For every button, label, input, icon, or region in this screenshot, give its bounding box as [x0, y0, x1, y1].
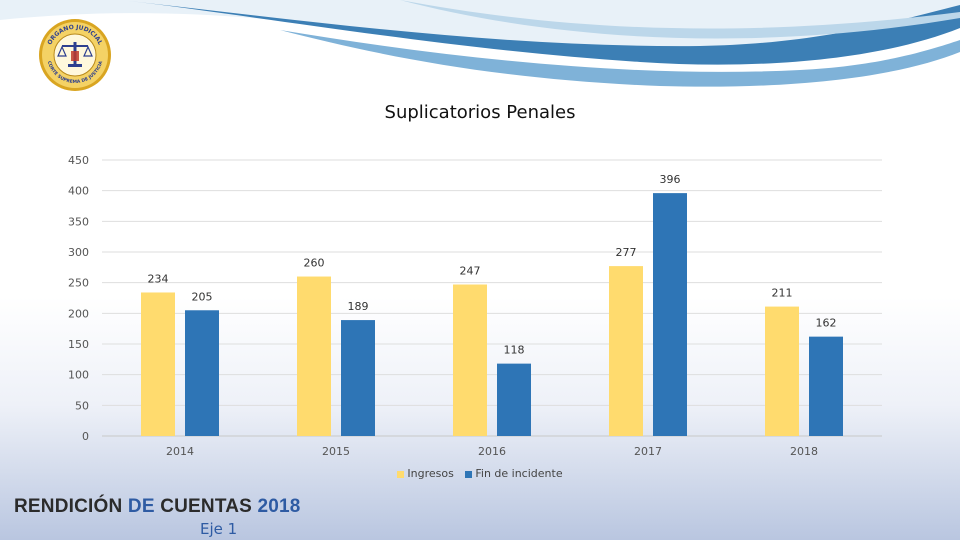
data-label-fin-de-incidente-2018: 162	[816, 317, 837, 330]
chart-title: Suplicatorios Penales	[384, 102, 576, 123]
legend-label-fin-de-incidente: Fin de incidente	[475, 467, 563, 480]
data-label-ingresos-2017: 277	[616, 246, 637, 259]
data-label-ingresos-2014: 234	[148, 272, 169, 285]
bar-ingresos-2016	[453, 284, 487, 436]
data-label-ingresos-2018: 211	[772, 287, 793, 300]
organo-judicial-seal: ORGANO JUDICIAL CORTE SUPREMA DE JUSTICI…	[39, 19, 111, 91]
chart-legend: Ingresos Fin de incidente	[0, 467, 960, 480]
y-tick-label: 300	[68, 246, 89, 259]
x-tick-label: 2014	[166, 445, 194, 458]
footer-title-word-1: RENDICIÓN	[14, 496, 128, 517]
footer-subtitle: Eje 1	[200, 520, 238, 538]
bar-fin-de-incidente-2015	[341, 320, 375, 436]
data-label-ingresos-2015: 260	[304, 257, 325, 270]
x-axis: 2014 2015 2016 2017 2018	[166, 445, 818, 458]
header-swoosh	[0, 0, 960, 87]
data-label-fin-de-incidente-2015: 189	[348, 300, 369, 313]
legend-label-ingresos: Ingresos	[407, 467, 454, 480]
y-axis: 0 50 100 150 200 250 300 350 400 450	[68, 154, 89, 443]
data-label-ingresos-2016: 247	[460, 265, 481, 278]
legend-item-ingresos: Ingresos	[397, 467, 454, 480]
x-tick-label: 2015	[322, 445, 350, 458]
legend-item-fin-de-incidente: Fin de incidente	[465, 467, 563, 480]
scales-icon	[57, 42, 93, 67]
bar-ingresos-2017	[609, 266, 643, 436]
bar-fin-de-incidente-2017	[653, 193, 687, 436]
y-tick-label: 350	[68, 215, 89, 228]
x-tick-label: 2016	[478, 445, 506, 458]
data-label-fin-de-incidente-2016: 118	[504, 344, 525, 357]
y-tick-label: 0	[82, 430, 89, 443]
bar-ingresos-2014	[141, 292, 175, 436]
legend-swatch-fin-de-incidente	[465, 470, 473, 478]
bars: 234 205 260 189 247 118 277 396 211 162	[141, 173, 843, 436]
footer-title-word-3: CUENTAS	[160, 496, 258, 517]
y-tick-label: 100	[68, 369, 89, 382]
footer-title: RENDICIÓN DE CUENTAS 2018	[14, 496, 301, 518]
data-label-fin-de-incidente-2014: 205	[192, 290, 213, 303]
gridlines	[102, 159, 882, 437]
y-tick-label: 150	[68, 338, 89, 351]
x-tick-label: 2018	[790, 445, 818, 458]
footer-title-year: 2018	[257, 496, 301, 517]
footer-title-word-2: DE	[127, 496, 161, 517]
data-label-fin-de-incidente-2017: 396	[660, 173, 681, 186]
bar-fin-de-incidente-2016	[497, 363, 531, 436]
y-tick-label: 250	[68, 277, 89, 290]
y-tick-label: 450	[68, 154, 89, 167]
x-tick-label: 2017	[634, 445, 662, 458]
bar-fin-de-incidente-2014	[185, 310, 219, 436]
bar-ingresos-2015	[297, 276, 331, 436]
y-tick-label: 400	[68, 185, 89, 198]
y-tick-label: 50	[75, 399, 89, 412]
bar-ingresos-2018	[765, 306, 799, 436]
legend-swatch-ingresos	[397, 470, 405, 478]
y-tick-label: 200	[68, 307, 89, 320]
bar-fin-de-incidente-2018	[809, 336, 843, 436]
